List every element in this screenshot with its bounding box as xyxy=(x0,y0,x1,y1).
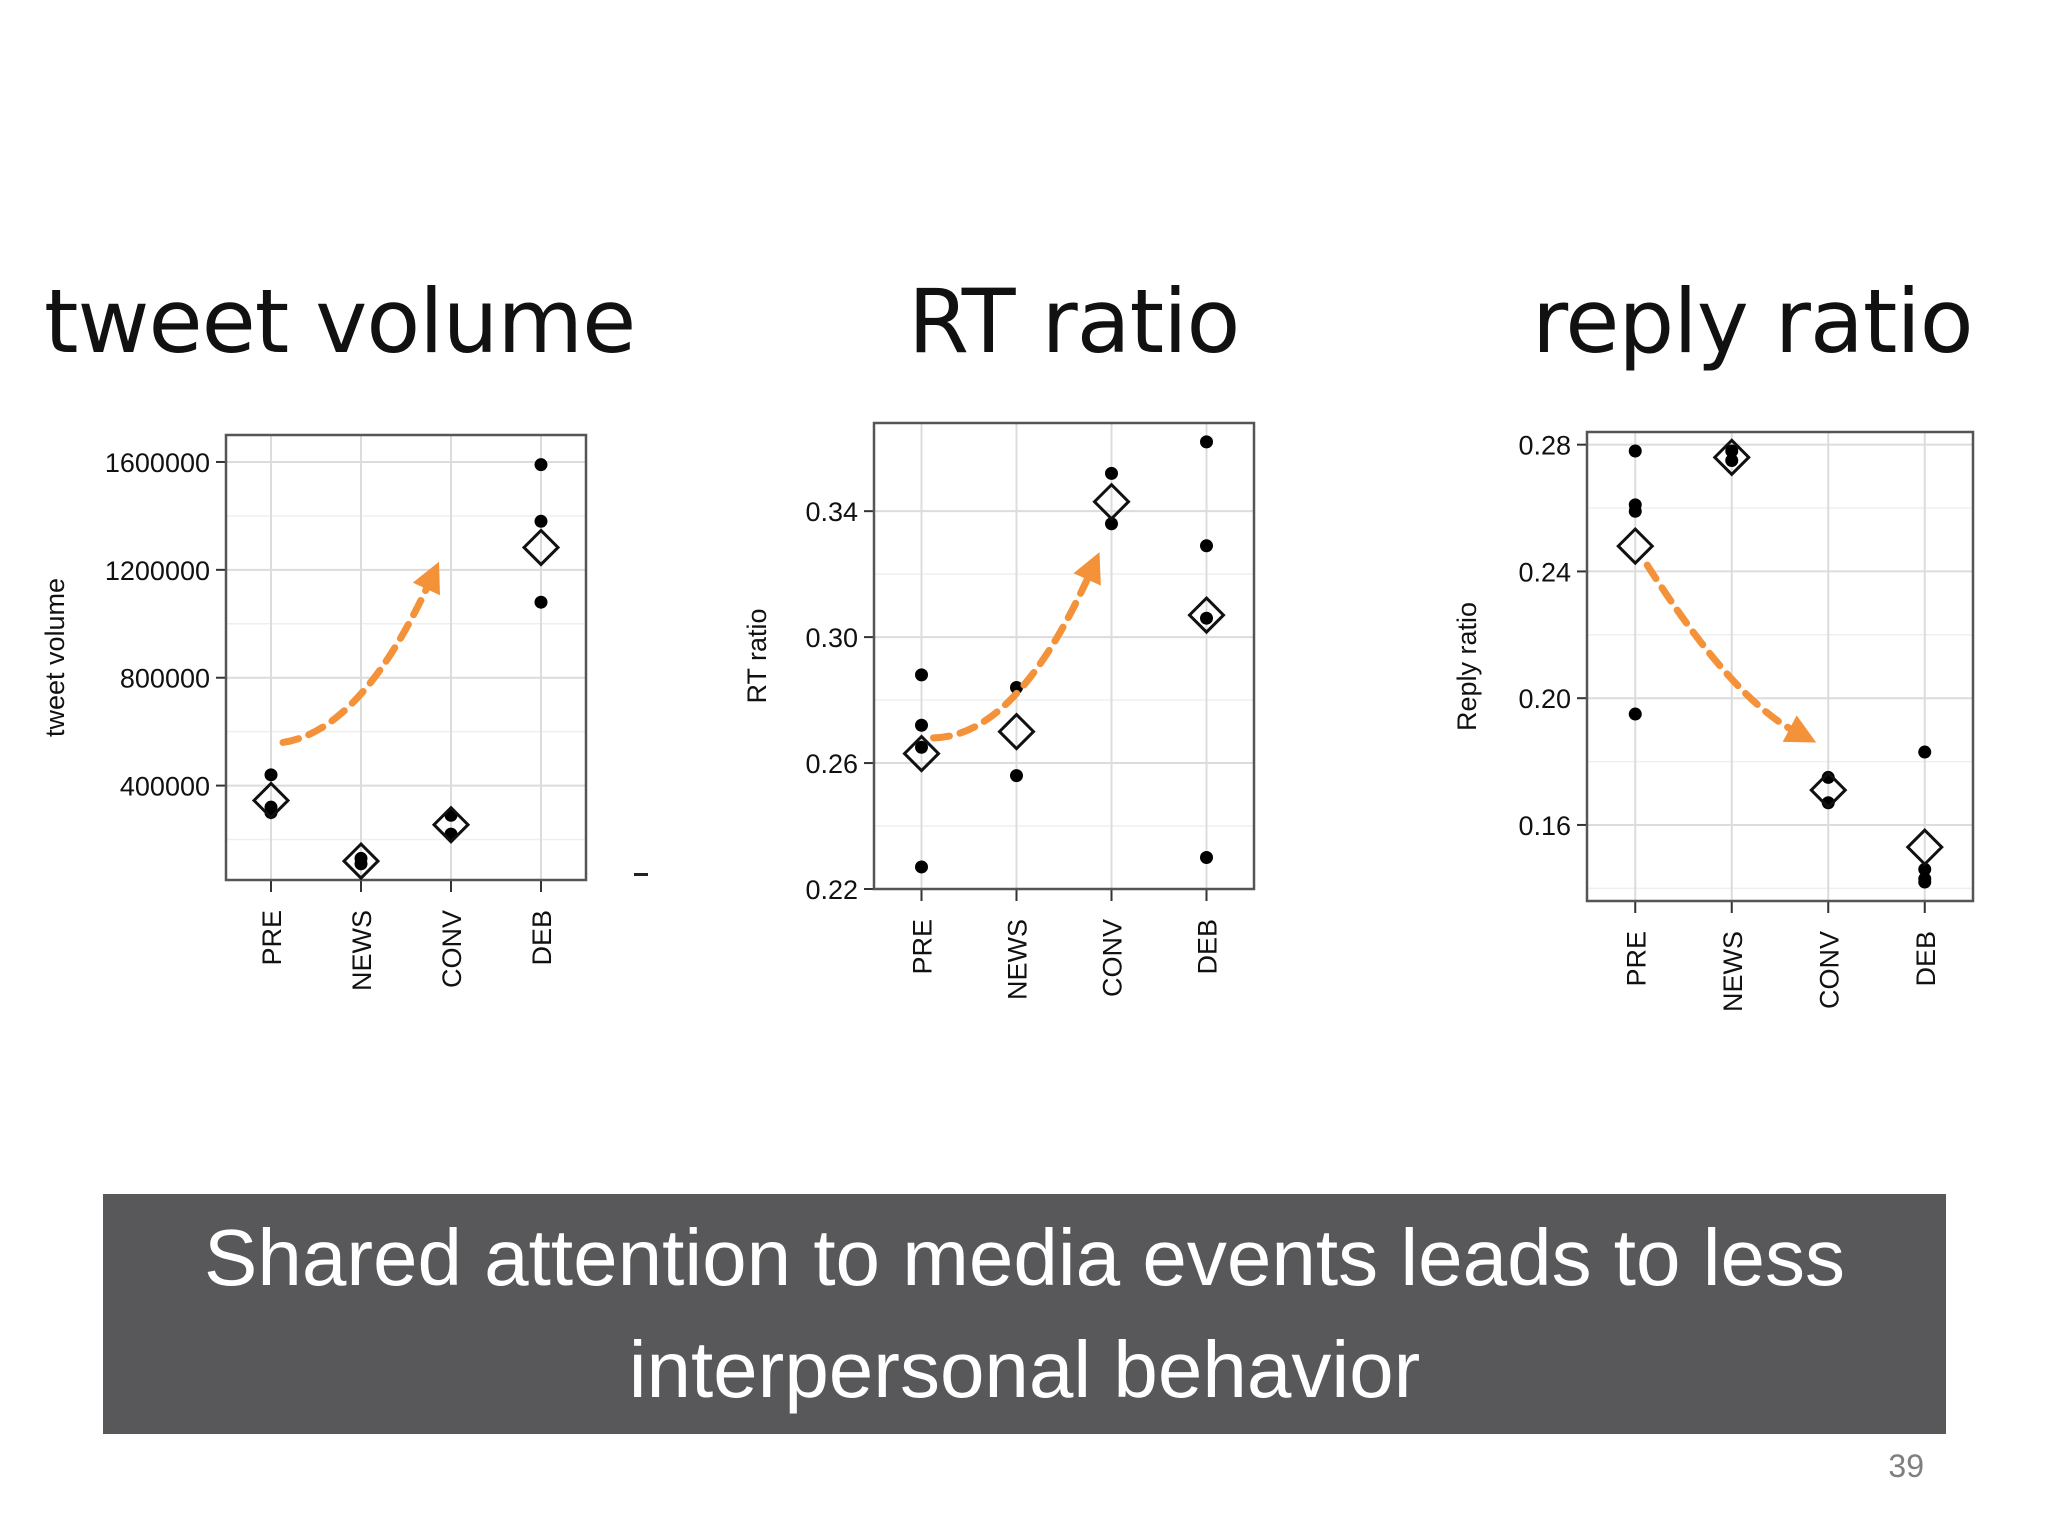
y-axis-title: Reply ratio xyxy=(1452,602,1482,731)
data-point xyxy=(534,595,548,609)
y-tick-label: 400000 xyxy=(120,772,210,802)
mean-diamond xyxy=(1712,438,1751,477)
x-tick-label: CONV xyxy=(1098,919,1128,997)
mean-diamond xyxy=(521,528,561,567)
data-point xyxy=(1105,466,1118,480)
plot-panel xyxy=(1587,432,1973,901)
mean-diamond xyxy=(251,781,291,820)
y-tick-label: 800000 xyxy=(120,664,210,694)
chart-2: 0.16 0.20 0.24 0.28 PRE NEWS CONV DEB Reply rati… xyxy=(1452,430,1975,1012)
data-point xyxy=(1010,680,1023,694)
plot-panel xyxy=(874,423,1254,889)
chart-title-tweet-volume: tweet volume xyxy=(44,270,636,373)
data-point xyxy=(1200,539,1213,553)
plot-frame xyxy=(224,433,588,882)
data-point xyxy=(1821,770,1835,784)
x-tick-label: CONV xyxy=(1814,931,1844,1009)
data-point xyxy=(915,860,928,874)
x-tick-label: PRE xyxy=(257,910,287,966)
data-point xyxy=(354,857,368,871)
mean-diamond xyxy=(902,734,941,773)
y-tick-label: 0.26 xyxy=(805,749,858,779)
x-tick-label: DEB xyxy=(527,910,557,966)
data-point xyxy=(1918,862,1932,876)
mean-diamond xyxy=(997,712,1036,751)
data-point xyxy=(1105,517,1118,531)
data-point xyxy=(1725,454,1739,468)
y-tick-label: 0.20 xyxy=(1518,684,1571,714)
y-tick-label: 1600000 xyxy=(105,448,210,478)
mean-diamond xyxy=(341,841,381,881)
data-point xyxy=(534,458,548,472)
y-tick-label: 0.28 xyxy=(1518,431,1571,461)
chart-0: 400000 800000 1200000 1600000 PRE NEWS CONV DEB… xyxy=(40,433,588,991)
trend-arrow-head xyxy=(1073,552,1101,586)
trend-arrow-line xyxy=(279,580,433,746)
mean-diamond xyxy=(1905,828,1944,867)
data-point xyxy=(915,718,928,732)
mean-diamond xyxy=(1187,595,1226,635)
data-point xyxy=(534,514,548,528)
x-tick-label: DEB xyxy=(1911,931,1941,987)
data-point xyxy=(1918,745,1932,759)
mean-diamond xyxy=(1092,482,1131,521)
stray-dash-mark xyxy=(634,873,648,876)
x-tick-label: NEWS xyxy=(1718,931,1748,1012)
y-tick-label: 0.24 xyxy=(1518,557,1571,587)
mean-diamond xyxy=(1616,526,1655,566)
y-tick-label: 0.34 xyxy=(805,497,858,527)
data-point xyxy=(915,740,928,754)
mean-diamond xyxy=(431,805,471,844)
data-point xyxy=(1628,707,1642,721)
data-point xyxy=(1725,444,1739,458)
data-point xyxy=(1200,611,1213,625)
x-tick-label: PRE xyxy=(908,919,938,975)
caption-text: Shared attention to media events leads t… xyxy=(203,1213,1845,1414)
trend-arrow-head xyxy=(412,561,441,596)
x-tick-label: PRE xyxy=(1621,931,1651,987)
data-point xyxy=(1628,444,1642,458)
caption-box: Shared attention to media events leads t… xyxy=(103,1194,1946,1434)
data-point xyxy=(1821,796,1835,810)
chart-title-reply-ratio: reply ratio xyxy=(1532,270,1974,373)
data-point xyxy=(1628,504,1642,518)
data-point xyxy=(264,768,278,782)
y-axis-title: RT ratio xyxy=(742,608,772,703)
plot-panel xyxy=(226,435,586,880)
plot-frame xyxy=(872,421,1256,891)
mean-diamond xyxy=(1809,770,1848,810)
page-number: 39 xyxy=(1888,1448,1924,1484)
data-point xyxy=(1200,435,1213,449)
x-tick-label: DEB xyxy=(1193,919,1223,975)
x-tick-label: NEWS xyxy=(1003,919,1033,1000)
y-tick-label: 0.30 xyxy=(805,623,858,653)
trend-arrow-line xyxy=(1643,561,1799,735)
plot-frame xyxy=(1585,430,1975,903)
data-point xyxy=(1010,769,1023,783)
y-tick-label: 1200000 xyxy=(105,556,210,586)
chart-1: 0.22 0.26 0.30 0.34 PRE NEWS CONV DEB RT ratio xyxy=(742,421,1256,1000)
data-point xyxy=(915,668,928,682)
chart-title-rt-ratio: RT ratio xyxy=(908,270,1240,373)
y-tick-label: 0.22 xyxy=(805,875,858,905)
x-tick-label: CONV xyxy=(437,910,467,988)
data-point xyxy=(1918,875,1932,889)
y-axis-title: tweet volume xyxy=(40,578,70,737)
trend-arrow-line xyxy=(930,570,1094,742)
y-tick-label: 0.16 xyxy=(1518,811,1571,841)
data-point xyxy=(1200,851,1213,865)
x-tick-label: NEWS xyxy=(347,910,377,991)
trend-arrow-head xyxy=(1782,715,1817,743)
